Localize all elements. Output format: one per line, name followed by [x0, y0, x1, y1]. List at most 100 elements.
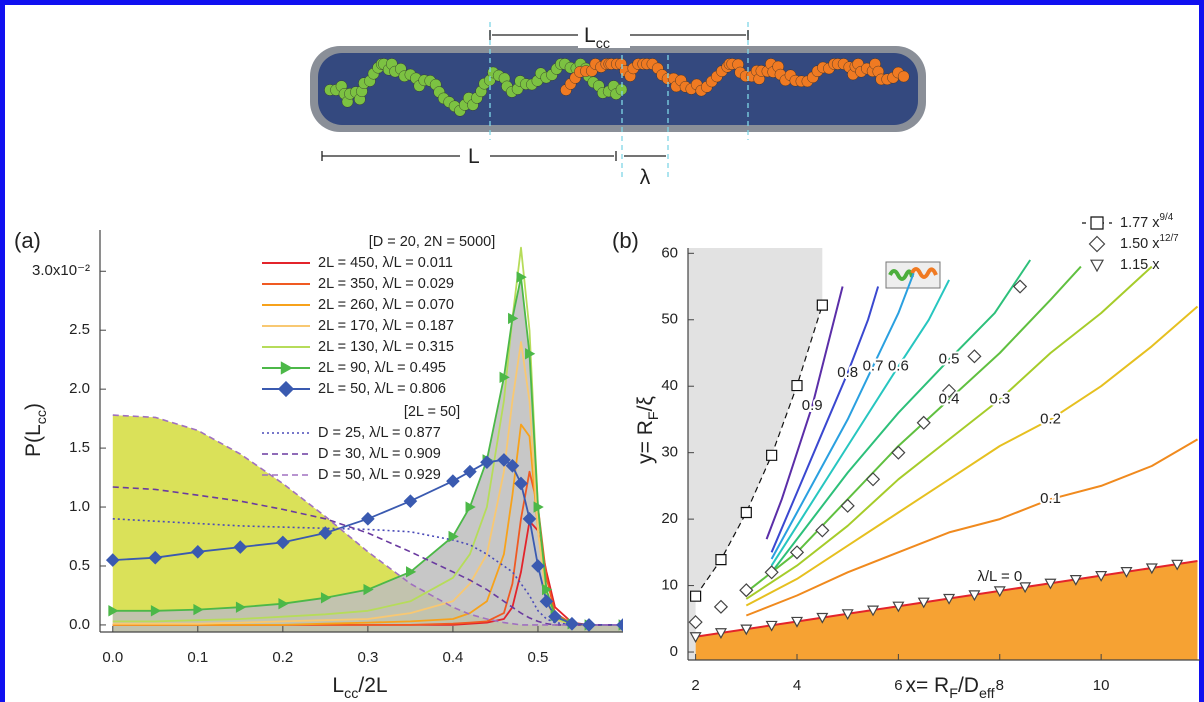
y-tick-label: 2.0 [69, 380, 90, 397]
legend-label: 2L = 450, λ/L = 0.011 [318, 255, 453, 271]
y-tick-label: 2.5 [69, 321, 90, 338]
contour-label: 0.2 [1040, 410, 1061, 427]
y-tick-label: 1.0 [69, 498, 90, 515]
length-label-part: L [584, 24, 596, 47]
chain [910, 267, 938, 279]
legend-label: 2L = 170, λ/L = 0.187 [318, 318, 454, 334]
marker [740, 506, 752, 519]
legend-label-sup: 9/4 [1160, 212, 1174, 223]
legend-title: [D = 20, 2N = 5000] [369, 234, 496, 250]
contour-label: 0.7 [863, 357, 884, 374]
x-axis-label-sub: eff [979, 686, 995, 702]
y-axis-label-sub: F [646, 411, 662, 420]
marker [190, 545, 205, 559]
marker [1120, 567, 1133, 578]
legend-label: 2L = 350, λ/L = 0.029 [318, 276, 454, 292]
series-line [770, 259, 1032, 573]
marker [993, 586, 1006, 598]
monomer [897, 70, 910, 83]
x-axis-label-part: L [332, 674, 344, 697]
legend-label-part: 1.77 x [1120, 215, 1160, 231]
marker [739, 583, 754, 598]
marker [403, 494, 418, 508]
x-tick-label: 0.3 [357, 649, 378, 666]
area [688, 248, 823, 660]
marker [1171, 559, 1184, 571]
marker [689, 632, 702, 643]
marker [448, 530, 459, 543]
marker [765, 620, 778, 632]
x-tick-label: 10 [1093, 677, 1110, 694]
marker [318, 526, 333, 540]
legend-label: D = 50, λ/L = 0.929 [318, 467, 441, 483]
marker [789, 545, 805, 560]
marker [505, 458, 520, 473]
x-tick-label: 2 [691, 677, 699, 694]
series-line [745, 265, 1153, 600]
marker [916, 415, 931, 430]
marker [277, 380, 295, 398]
inset-box [885, 261, 941, 289]
marker [1019, 582, 1032, 594]
x-tick-label: 8 [996, 677, 1004, 694]
length-label-part: L [468, 145, 480, 168]
marker [320, 592, 332, 604]
marker [766, 449, 778, 461]
marker [533, 501, 544, 513]
series-line [112, 518, 623, 626]
series-line [745, 438, 1199, 617]
schematic-guides [489, 22, 749, 180]
legend-label-part: 1.15 x [1120, 257, 1160, 273]
marker [542, 583, 553, 596]
x-axis-label-part: x= R [905, 674, 949, 697]
marker [514, 476, 528, 491]
legend-title: [2L = 50] [404, 404, 460, 420]
y-axis-label-part: y= R [634, 420, 657, 464]
y-tick-label: 50 [661, 311, 678, 328]
marker [497, 453, 511, 467]
marker [150, 605, 162, 617]
marker [531, 559, 545, 573]
series-line [770, 286, 880, 553]
marker [463, 464, 477, 479]
legend-label: 2L = 130, λ/L = 0.315 [318, 339, 454, 355]
x-axis-label-sub: cc [344, 686, 358, 702]
series-line [112, 486, 623, 626]
marker [235, 601, 247, 613]
marker [968, 590, 981, 602]
marker [480, 455, 494, 470]
marker [1088, 235, 1106, 253]
marker [840, 498, 855, 513]
y-tick-label: 30 [661, 444, 678, 461]
marker [816, 612, 829, 624]
legend-label: D = 30, λ/L = 0.909 [318, 446, 441, 462]
marker [1095, 571, 1108, 582]
marker [715, 554, 727, 566]
marker [841, 609, 854, 621]
marker [816, 299, 828, 311]
chain [888, 269, 914, 281]
marker [943, 593, 956, 605]
plot-area [105, 246, 623, 632]
marker [790, 616, 804, 628]
x-tick-label: 0.0 [102, 649, 123, 666]
y-tick-label: 0.5 [69, 557, 90, 574]
marker [446, 474, 460, 488]
legend-label: 2L = 260, λ/L = 0.070 [318, 297, 454, 313]
y-axis-label-part: P(L [22, 424, 45, 457]
x-tick-label: 0.2 [272, 649, 293, 666]
label-bg [460, 144, 490, 170]
marker [713, 599, 729, 614]
y-axis-label-part: /ξ [634, 396, 657, 411]
legend-label: 1.15 x [1120, 257, 1160, 273]
marker [405, 566, 417, 578]
marker [688, 615, 703, 630]
length-label: L [468, 145, 480, 168]
marker [867, 605, 880, 617]
schematic [310, 46, 926, 132]
marker [891, 445, 906, 460]
marker [508, 312, 519, 325]
contour-label: 0.1 [1040, 490, 1061, 507]
contour-label: 0.8 [837, 364, 858, 381]
